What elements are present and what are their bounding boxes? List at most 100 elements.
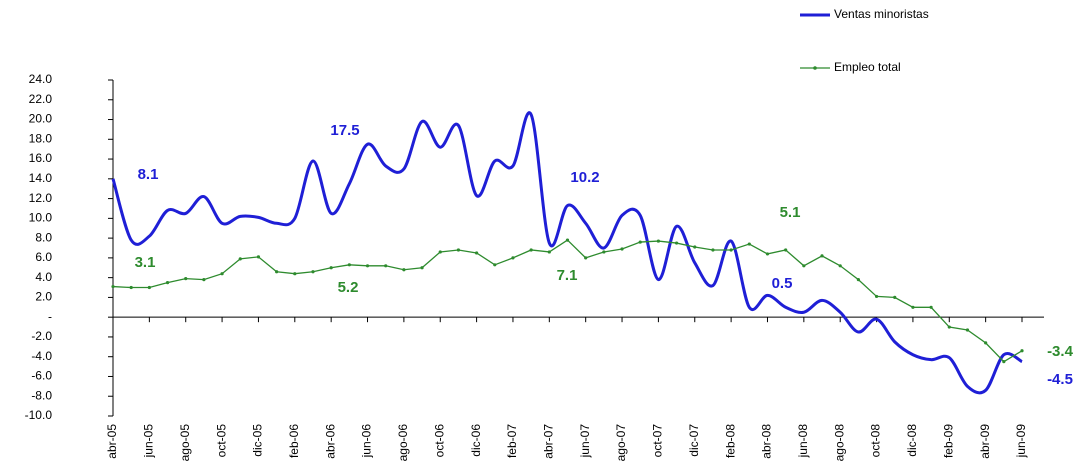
y-tick-label: 22.0 [29, 92, 53, 106]
point [438, 250, 442, 254]
point [511, 256, 515, 260]
point [529, 248, 533, 252]
point [784, 248, 788, 252]
x-tick-label: ago-07 [614, 424, 628, 462]
x-tick-label: ago-05 [178, 424, 192, 462]
point [638, 240, 642, 244]
point [238, 257, 242, 261]
point [984, 341, 988, 345]
point [765, 252, 770, 256]
point [874, 294, 879, 299]
point [202, 278, 206, 282]
x-tick-label: jun-08 [796, 424, 810, 459]
x-tick-label: ago-06 [396, 424, 410, 462]
x-tick-label: jun-05 [142, 424, 156, 459]
x-tick-label: abr-09 [978, 424, 992, 459]
annotation: -4.5 [1047, 371, 1073, 388]
y-tick-label: -10.0 [25, 408, 53, 422]
point [165, 280, 170, 285]
x-tick-label: dic-07 [687, 424, 701, 457]
point [493, 263, 497, 267]
annotation: 0.5 [772, 275, 793, 292]
point [147, 285, 151, 290]
point [711, 248, 715, 252]
y-tick-label: -6.0 [31, 369, 52, 383]
y-tick-label: 10.0 [29, 211, 53, 225]
x-tick-label: jun-06 [360, 424, 374, 459]
x-tick-label: ago-08 [832, 424, 846, 462]
x-tick-label: dic-05 [251, 424, 265, 457]
legend-marker [813, 66, 817, 70]
x-tick-label: feb-08 [723, 424, 737, 458]
x-tick-label: oct-06 [432, 424, 446, 458]
point [674, 241, 679, 245]
y-tick-label: 24.0 [29, 72, 53, 86]
point [275, 270, 279, 274]
point [747, 242, 751, 246]
point [220, 272, 224, 276]
y-tick-label: 20.0 [29, 112, 53, 126]
point [1002, 360, 1006, 364]
point [584, 256, 588, 260]
y-tick-label: 6.0 [35, 250, 52, 264]
x-tick-label: feb-06 [287, 424, 301, 458]
x-tick-label: feb-07 [505, 424, 519, 458]
x-tick-label: dic-06 [469, 424, 483, 457]
point [456, 248, 461, 252]
point [420, 266, 424, 270]
annotation: 3.1 [135, 254, 156, 271]
point [311, 270, 315, 274]
point [620, 247, 624, 251]
x-tick-label: oct-05 [214, 424, 228, 458]
x-tick-label: feb-09 [941, 424, 955, 458]
y-tick-label: -4.0 [31, 349, 52, 363]
x-tick-label: jun-07 [578, 424, 592, 459]
annotation: 7.1 [557, 267, 578, 284]
point [111, 284, 115, 289]
point [547, 250, 551, 254]
x-tick-label: abr-06 [323, 424, 337, 459]
y-tick-label: 8.0 [35, 230, 52, 244]
point [184, 277, 188, 281]
point [929, 305, 933, 309]
y-tick-label: 12.0 [29, 191, 53, 205]
annotation: 5.1 [780, 204, 801, 221]
x-tick-label: oct-07 [651, 424, 665, 458]
point [293, 272, 297, 276]
point [911, 305, 915, 309]
annotation: 8.1 [138, 166, 159, 183]
point [893, 295, 897, 300]
legend-label: Ventas minoristas [834, 7, 929, 21]
y-tick-label: -8.0 [31, 388, 52, 402]
point [565, 238, 570, 242]
annotation: 10.2 [570, 169, 599, 186]
x-tick-label: oct-08 [869, 424, 883, 458]
point [856, 278, 860, 282]
point [384, 264, 388, 268]
x-tick-label: jun-09 [1014, 424, 1028, 459]
series-line [112, 239, 1023, 363]
x-tick-label: abr-05 [105, 424, 119, 459]
series-line [111, 111, 1023, 395]
point [1020, 349, 1024, 353]
point [947, 325, 951, 329]
point [838, 264, 842, 268]
point [365, 264, 370, 268]
y-tick-label: -2.0 [31, 329, 52, 343]
point [129, 285, 133, 290]
point [602, 250, 606, 254]
y-tick-label: - [48, 309, 52, 323]
annotation: -3.4 [1047, 343, 1074, 360]
point [965, 328, 970, 332]
point [475, 251, 479, 255]
y-tick-label: 18.0 [29, 131, 53, 145]
point [693, 245, 697, 249]
point [402, 268, 406, 272]
point [820, 254, 824, 258]
annotation: 17.5 [330, 122, 359, 139]
legend-label: Empleo total [834, 60, 901, 74]
x-tick-label: abr-07 [541, 424, 555, 459]
annotation: 5.2 [338, 279, 359, 296]
point [729, 248, 733, 252]
